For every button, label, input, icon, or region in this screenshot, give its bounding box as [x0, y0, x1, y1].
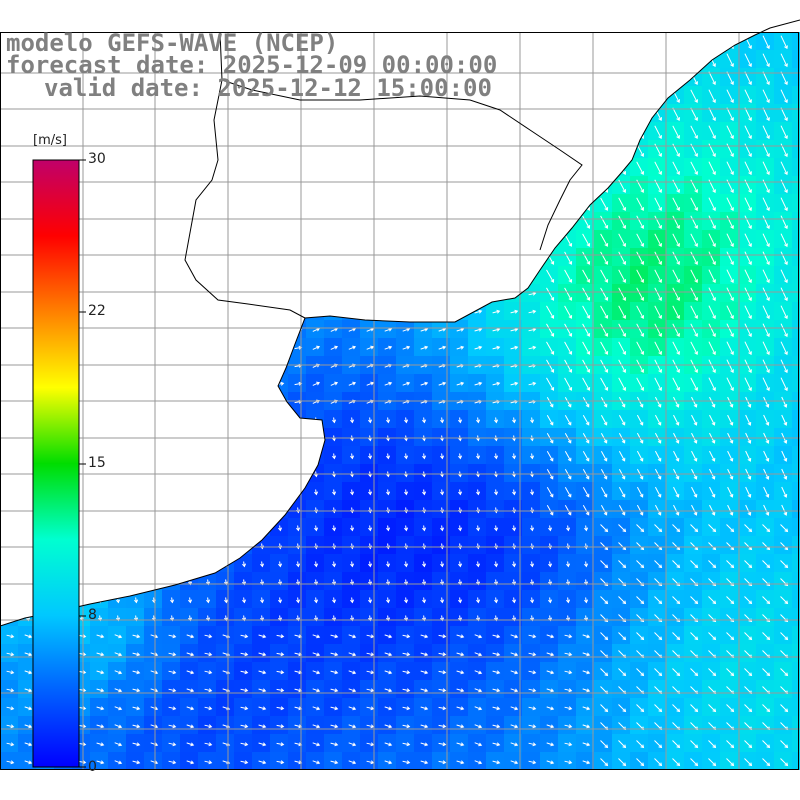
border-line: [221, 79, 583, 251]
graticule: [0, 32, 800, 770]
colorbar-tick-0: 0: [88, 759, 97, 775]
colorbar-tick-8: 8: [88, 607, 97, 623]
model-title: modelo GEFS-WAVE (NCEP): [6, 29, 339, 57]
border-line: [184, 31, 306, 319]
colorbar-unit: [m/s]: [33, 133, 67, 148]
colorbar: [32, 159, 80, 768]
colorbar-ticks: [79, 159, 86, 768]
coastline: [0, 19, 800, 627]
colorbar-tick-15: 15: [88, 455, 106, 471]
valid-date: valid date: 2025-12-12 15:00:00: [44, 74, 492, 102]
colorbar-tick-22: 22: [88, 303, 106, 319]
colorbar-tick-30: 30: [88, 151, 106, 167]
forecast-date: forecast date: 2025-12-09 00:00:00: [6, 51, 498, 79]
